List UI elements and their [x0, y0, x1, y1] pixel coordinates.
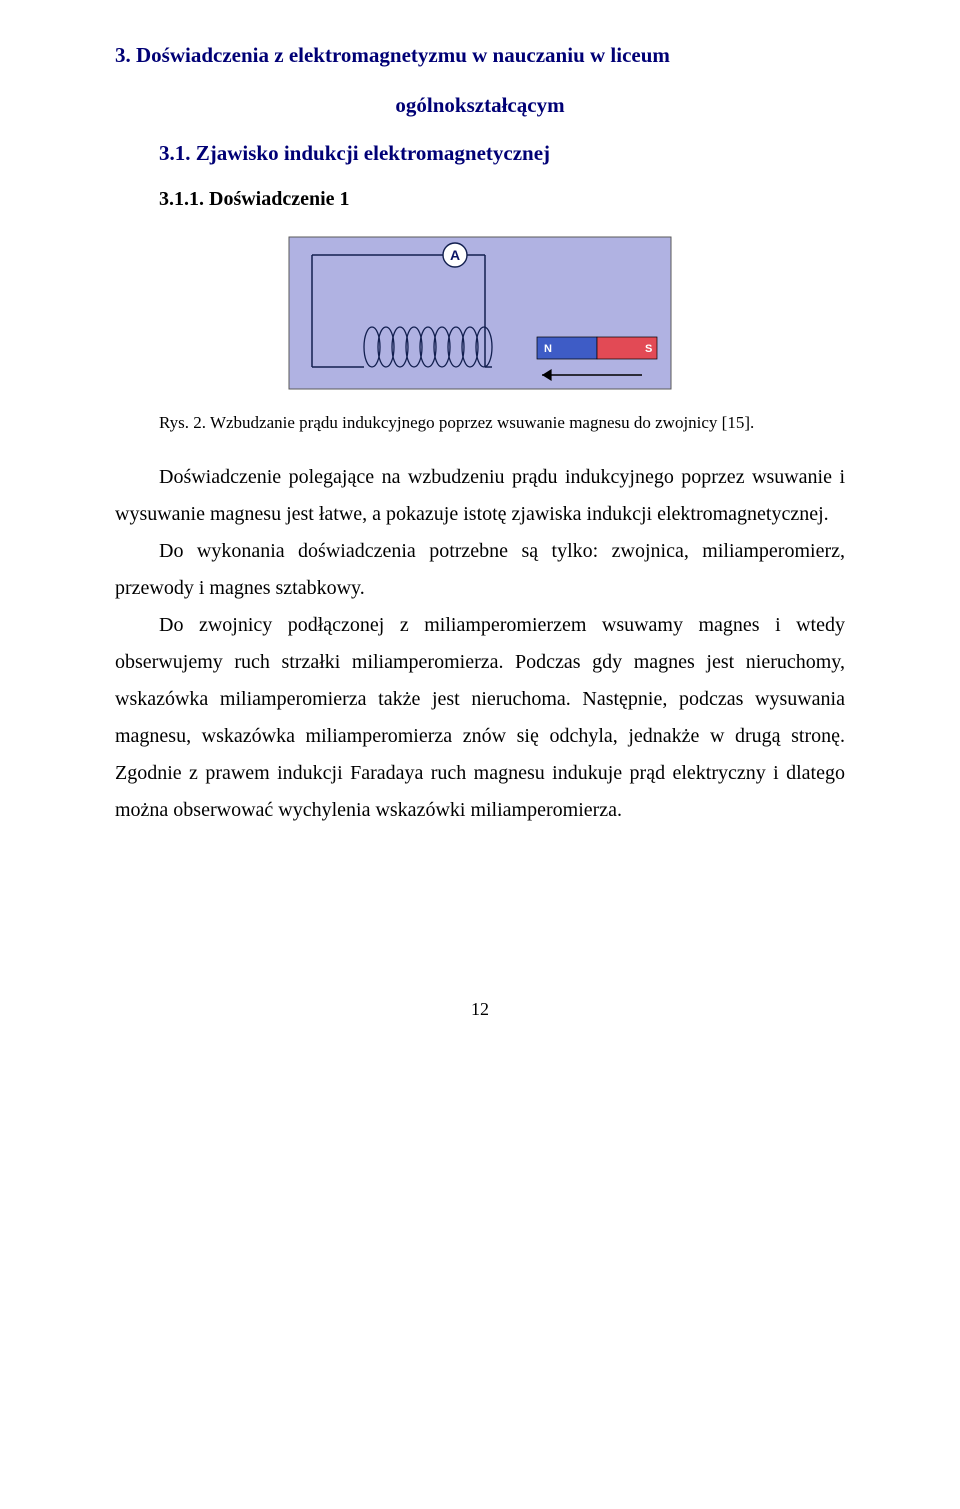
page-number: 12: [115, 999, 845, 1020]
section-heading-level-1: 3. Doświadczenia z elektromagnetyzmu w n…: [115, 30, 845, 131]
page-container: 3. Doświadczenia z elektromagnetyzmu w n…: [0, 0, 960, 1080]
paragraph-2: Do wykonania doświadczenia potrzebne są …: [115, 533, 845, 607]
heading-line-1: 3. Doświadczenia z elektromagnetyzmu w n…: [115, 43, 670, 67]
circuit-diagram: A N S: [287, 235, 673, 391]
figure-caption: Rys. 2. Wzbudzanie prądu indukcyjnego po…: [115, 413, 845, 433]
svg-text:N: N: [544, 343, 552, 355]
figure-container: A N S: [115, 235, 845, 391]
svg-text:A: A: [450, 247, 460, 263]
section-heading-level-3: 3.1.1. Doświadczenie 1: [115, 188, 845, 211]
section-heading-level-2: 3.1. Zjawisko indukcji elektromagnetyczn…: [115, 141, 845, 166]
paragraph-3: Do zwojnicy podłączonej z miliamperomier…: [115, 607, 845, 829]
paragraph-1: Doświadczenie polegające na wzbudzeniu p…: [115, 459, 845, 533]
svg-text:S: S: [645, 343, 652, 355]
heading-line-2: ogólnokształcącym: [115, 80, 845, 130]
